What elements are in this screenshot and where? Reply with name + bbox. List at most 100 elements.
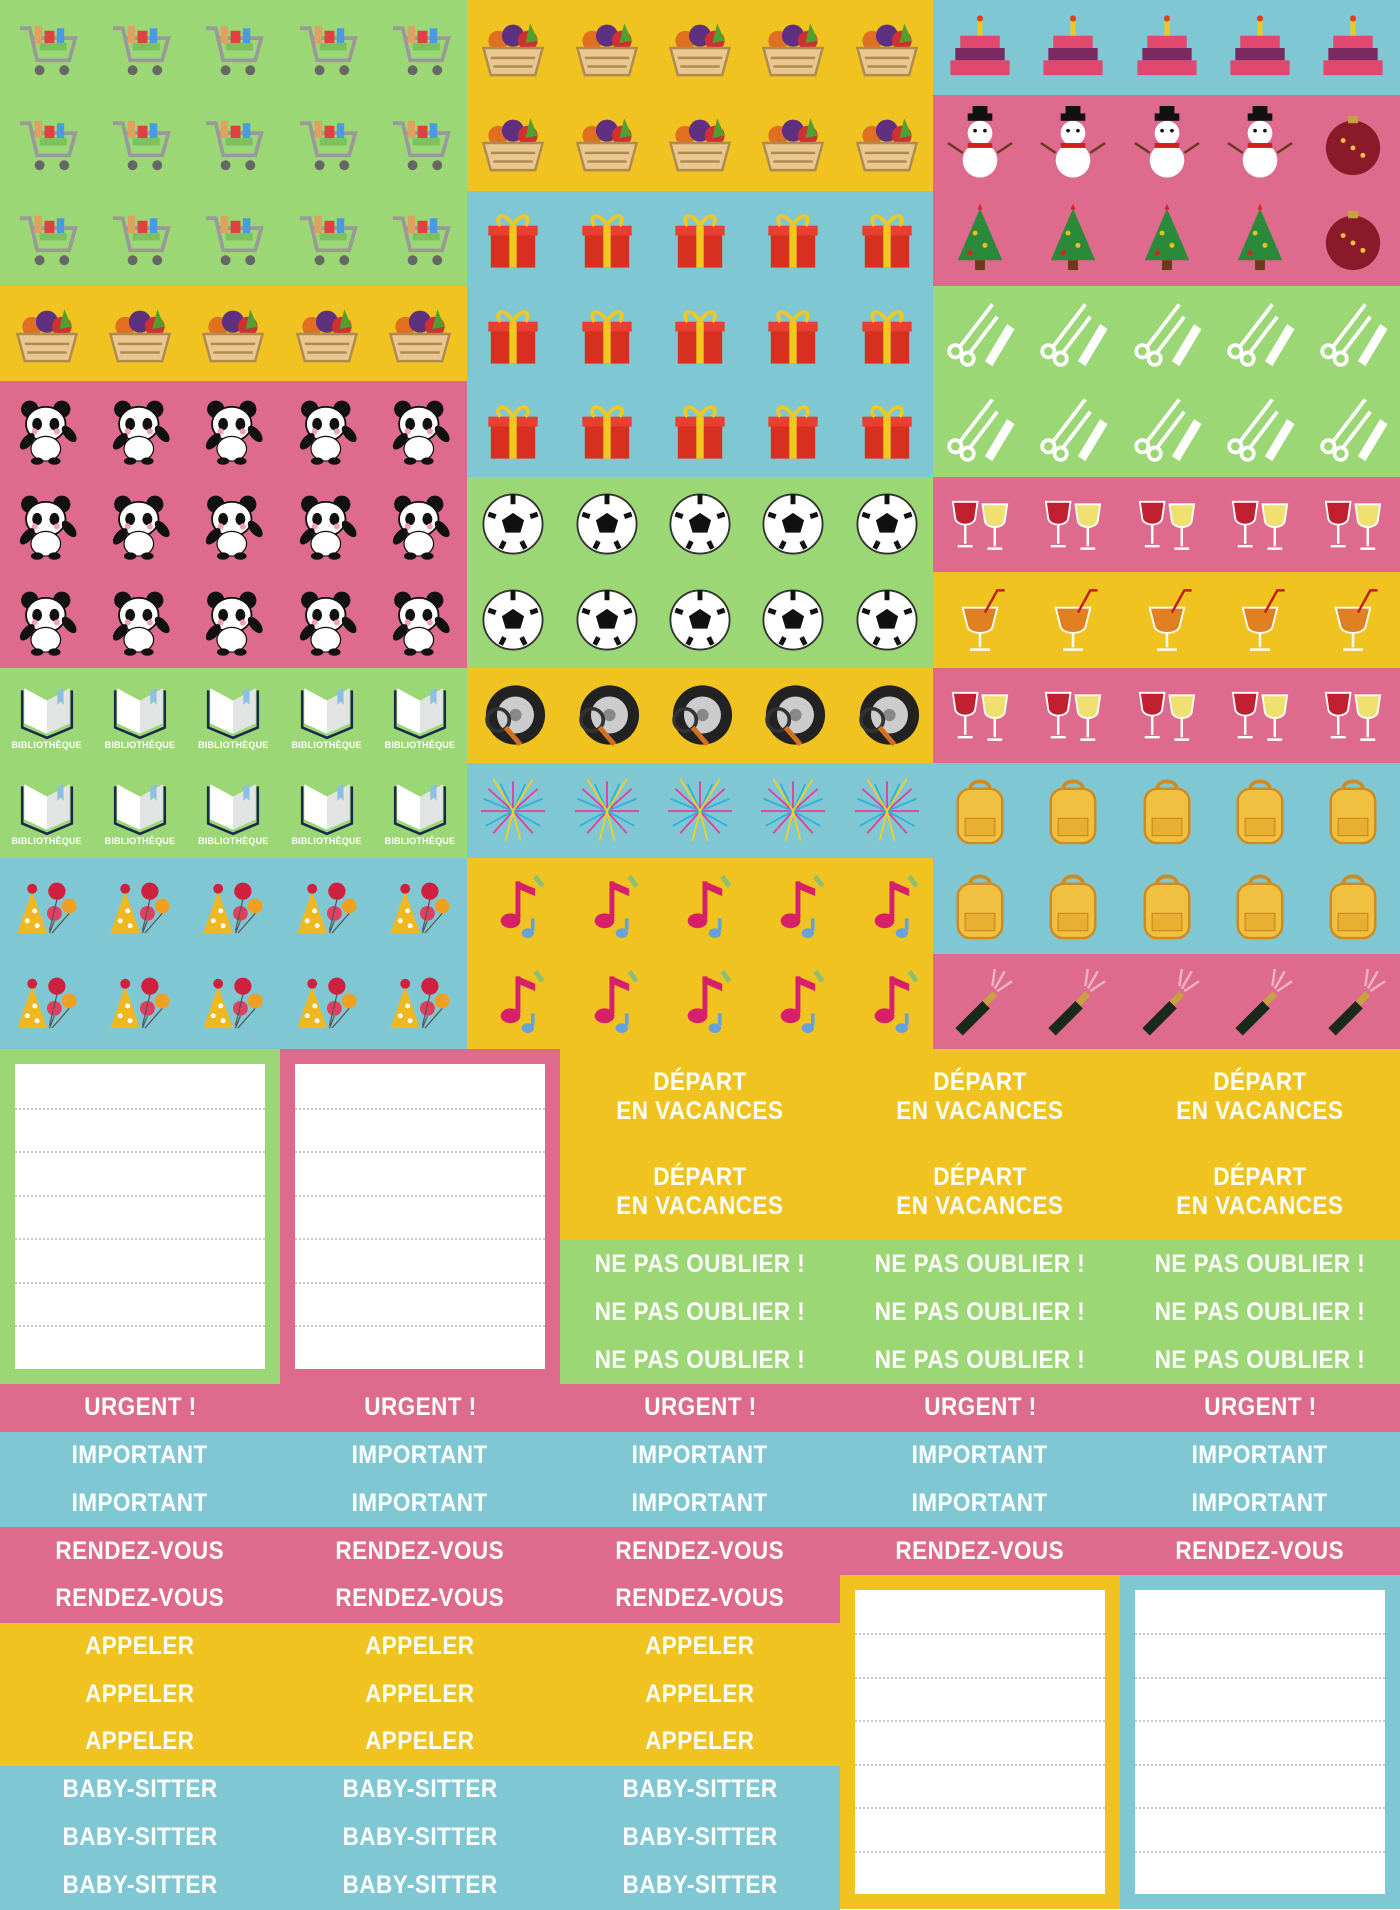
sticker-text: BABY-SITTER [622, 1775, 778, 1804]
sticker-text: BABY-SITTER [342, 1870, 498, 1899]
cocktail-icon [1241, 589, 1285, 651]
panda-icon [206, 591, 263, 656]
sticker-baby-sitter: BABY-SITTER [280, 1861, 560, 1909]
sticker-party [187, 954, 280, 1049]
sticker-appeler: APPELER [280, 1718, 560, 1766]
panda-icon [299, 591, 357, 656]
sticker-depart-en-vacances: DÉPART EN VACANCES [560, 1049, 840, 1145]
sticker-appeler: APPELER [560, 1670, 840, 1718]
sticker-text: EN VACANCES [896, 1096, 1064, 1125]
sticker-label: BIBLIOTHÈQUE [198, 740, 269, 751]
backpack-icon [1236, 874, 1284, 940]
label-row-appeler [0, 1670, 840, 1720]
dotted-line [1135, 1763, 1385, 1766]
sticker-row [0, 190, 468, 288]
sticker-urgent: URGENT ! [0, 1384, 280, 1432]
soccer-ball-icon [482, 493, 544, 556]
sticker-appeler: APPELER [0, 1670, 280, 1718]
scissors-comb-icon [947, 303, 1015, 367]
tire-icon [485, 685, 546, 747]
sticker-cart [0, 191, 93, 286]
sticker-gift [840, 381, 933, 476]
sticker-scissors-comb [933, 381, 1026, 476]
soccer-ball-icon [669, 493, 731, 556]
sticker-text: APPELER [645, 1631, 755, 1660]
sticker-gift [560, 286, 653, 381]
cart-icon [19, 25, 78, 75]
fireworks-icon [481, 778, 546, 841]
sticker-rendez-vous: RENDEZ-VOUS [280, 1527, 560, 1575]
note-box [840, 1574, 1120, 1909]
sticker-wine-glasses [1120, 477, 1213, 572]
sticker-basket [467, 95, 560, 190]
tire-icon [672, 685, 733, 747]
label-row-important [0, 1431, 1400, 1481]
dotted-line [295, 1281, 545, 1284]
sticker-text: APPELER [365, 1679, 475, 1708]
sticker-cart [373, 191, 466, 286]
sticker-rendez-vous: RENDEZ-VOUS [1120, 1527, 1400, 1575]
champagne-icon [1141, 969, 1200, 1036]
wine-glasses-icon [1325, 501, 1382, 551]
book-icon [113, 783, 167, 835]
fireworks-icon [667, 778, 733, 841]
sticker-backpack [933, 763, 1026, 858]
sticker-text: URGENT ! [83, 1393, 197, 1422]
sticker-label: BIBLIOTHÈQUE [104, 835, 176, 846]
sticker-champagne [1027, 954, 1120, 1049]
soccer-ball-icon [762, 589, 824, 651]
sticker-wine-glasses [1307, 477, 1400, 572]
sticker-scissors-comb [1307, 286, 1400, 381]
sticker-row [466, 286, 935, 383]
fireworks-icon [854, 778, 919, 841]
sticker-champagne [1213, 954, 1306, 1049]
backpack-icon [1329, 779, 1377, 844]
dotted-line [295, 1107, 545, 1110]
sticker-snowman [933, 95, 1026, 190]
book-icon [113, 688, 167, 740]
sticker-baby-sitter: BABY-SITTER [280, 1814, 560, 1862]
dotted-line [1135, 1807, 1385, 1810]
gift-icon [488, 214, 538, 268]
label-row-important [0, 1479, 1400, 1529]
sticker-important: IMPORTANT [0, 1479, 280, 1527]
sticker-backpack [1120, 763, 1213, 858]
sticker-text: DÉPART [653, 1067, 747, 1096]
sticker-text: NE PAS OUBLIER ! [594, 1345, 806, 1374]
sticker-ne-pas-oublier: NE PAS OUBLIER ! [840, 1240, 1120, 1288]
sticker-backpack [933, 858, 1026, 953]
gift-icon [861, 214, 912, 268]
music-note-icon [500, 874, 545, 939]
ornament-icon [1326, 211, 1381, 271]
sticker-text: IMPORTANT [631, 1441, 769, 1470]
sticker-rendez-vous: RENDEZ-VOUS [840, 1527, 1120, 1575]
music-note-icon [500, 970, 545, 1034]
sticker-row [466, 858, 935, 955]
sticker-book: BIBLIOTHÈQUE [0, 668, 93, 763]
sticker-row [466, 572, 935, 669]
tire-icon [578, 685, 639, 747]
label-row-rendez-vous [0, 1527, 1400, 1576]
party-icon [17, 977, 77, 1029]
sticker-ne-pas-oublier: NE PAS OUBLIER ! [560, 1336, 840, 1384]
sticker-panda [93, 381, 186, 476]
sticker-ornament [1307, 95, 1400, 190]
cake-icon [1230, 14, 1290, 75]
panda-icon [206, 400, 263, 465]
cart-icon [19, 216, 78, 266]
basket-icon [482, 118, 545, 172]
sticker-fireworks [840, 763, 933, 858]
book-icon [300, 688, 353, 740]
soccer-ball-icon [576, 589, 638, 651]
sticker-basket [653, 95, 746, 190]
sticker-champagne [1307, 954, 1400, 1049]
cart-icon [392, 216, 451, 266]
scissors-comb-icon [1320, 303, 1388, 367]
sticker-text: EN VACANCES [616, 1096, 784, 1125]
sticker-christmas-tree [1213, 191, 1306, 286]
sticker-text: DÉPART [933, 1067, 1027, 1096]
sticker-label: BIBLIOTHÈQUE [291, 835, 362, 846]
label-row-baby-sitter [0, 1861, 840, 1910]
sticker-row [933, 953, 1400, 1050]
music-note-icon [687, 970, 732, 1034]
